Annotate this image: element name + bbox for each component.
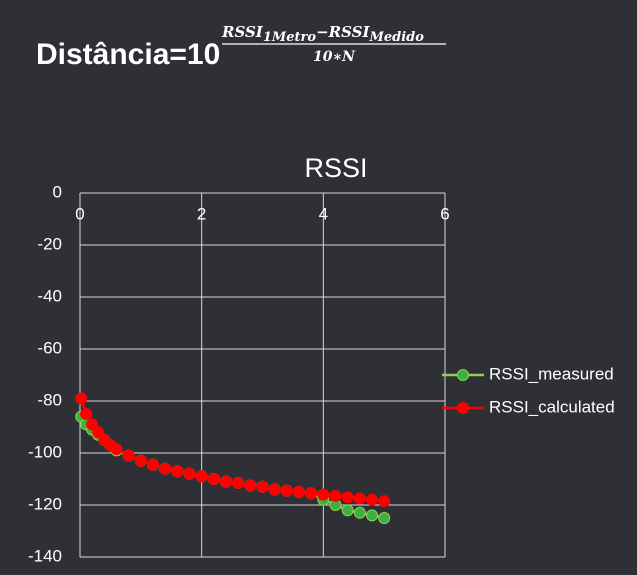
- marker: [110, 443, 123, 456]
- marker: [378, 512, 391, 524]
- legend-label: RSSI_calculated: [489, 397, 615, 416]
- x-tick-label: 6: [440, 204, 449, 223]
- marker: [293, 486, 305, 498]
- marker: [232, 476, 245, 489]
- marker: [341, 491, 354, 504]
- marker: [244, 479, 257, 492]
- marker: [122, 449, 135, 462]
- marker: [207, 473, 220, 485]
- marker: [80, 408, 93, 420]
- x-tick-label: 2: [197, 204, 206, 223]
- y-tick-label: -20: [37, 234, 62, 253]
- marker: [86, 418, 99, 431]
- legend-label: RSSI_measured: [489, 364, 614, 383]
- marker: [305, 487, 318, 500]
- marker: [280, 484, 293, 497]
- y-tick-label: -120: [28, 494, 62, 513]
- formula-part: 1Metro: [263, 30, 317, 45]
- marker: [353, 506, 366, 519]
- formula-part: −: [316, 23, 329, 41]
- formula-denominator: 10∗N: [313, 49, 356, 65]
- marker: [268, 483, 281, 496]
- y-tick-label: -100: [28, 442, 62, 461]
- y-tick-label: 0: [53, 182, 62, 201]
- formula-numerator: RSSI1Metro−RSSIMedido: [221, 23, 424, 45]
- x-tick-label: 0: [75, 204, 84, 223]
- marker: [220, 475, 232, 488]
- marker: [366, 509, 378, 522]
- y-tick-label: -140: [28, 546, 62, 565]
- marker: [256, 480, 269, 493]
- formula-part: RSSI: [328, 23, 371, 41]
- y-tick-label: -40: [37, 286, 62, 305]
- marker: [171, 465, 184, 478]
- y-tick-label: -80: [37, 390, 62, 409]
- marker: [147, 458, 159, 471]
- marker: [183, 467, 196, 480]
- marker: [317, 488, 330, 501]
- x-tick-label: 4: [319, 204, 328, 223]
- marker: [353, 492, 366, 505]
- marker: [134, 454, 147, 467]
- formula-base: Distância=10: [36, 38, 220, 71]
- marker: [92, 426, 105, 439]
- marker: [159, 462, 172, 475]
- marker: [366, 493, 378, 506]
- y-tick-label: -60: [37, 338, 62, 357]
- series-line: [80, 398, 385, 503]
- legend-marker: [457, 402, 469, 414]
- marker: [341, 504, 354, 517]
- marker: [195, 470, 208, 483]
- formula-part: RSSI: [221, 23, 264, 41]
- marker: [75, 392, 88, 405]
- marker: [329, 489, 342, 502]
- marker: [378, 495, 391, 508]
- chart-title: RSSI: [304, 153, 367, 183]
- formula-part: Medido: [368, 30, 424, 45]
- legend-marker: [457, 369, 469, 381]
